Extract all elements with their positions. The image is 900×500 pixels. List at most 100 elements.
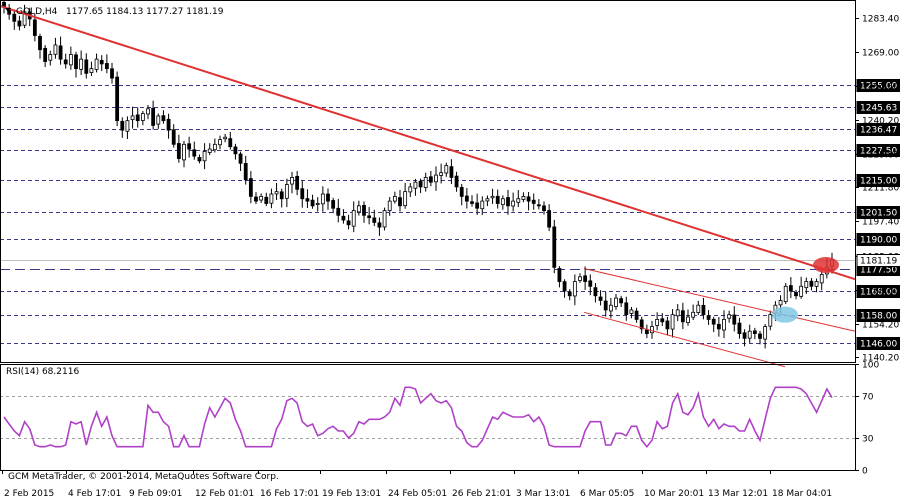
candle-body — [542, 205, 546, 211]
candle-body — [531, 199, 536, 204]
candle-body — [778, 300, 783, 306]
level-label: 1236.47 — [860, 126, 897, 136]
candle-body — [38, 36, 42, 51]
price-tick-label: 1140.20 — [862, 354, 899, 364]
time-tick-label: 6 Mar 05:05 — [580, 489, 634, 499]
price-tick-label: 1211.80 — [862, 184, 899, 194]
price-tick-label: 1240.20 — [862, 117, 899, 127]
rsi-pane — [0, 386, 855, 448]
candle-body — [418, 180, 423, 188]
price-tick-label: 1154.20 — [862, 321, 899, 331]
candle-body — [238, 153, 243, 164]
candle-body — [269, 193, 274, 204]
candle-body — [814, 281, 819, 287]
candle-body — [675, 309, 680, 317]
candle-body — [444, 165, 449, 174]
level-label-box — [856, 233, 900, 246]
rsi-line — [3, 386, 833, 448]
level-label-box — [856, 101, 900, 114]
candle-body — [115, 76, 120, 122]
candle-body — [634, 310, 639, 320]
level-label-box — [856, 144, 900, 157]
candle-body — [547, 210, 552, 228]
candle-body — [454, 175, 459, 188]
candle-body — [768, 314, 773, 327]
candle-body — [202, 151, 207, 162]
candle-body — [660, 318, 665, 323]
candle-body — [742, 332, 747, 339]
candle-body — [356, 205, 361, 213]
candle-body — [737, 322, 742, 335]
candle-body — [48, 54, 53, 61]
candle-body — [295, 175, 300, 190]
candle-body — [794, 292, 798, 297]
candle-body — [727, 314, 732, 319]
level-label-box — [856, 174, 900, 187]
candle-body — [290, 177, 294, 185]
candle-body — [79, 58, 84, 70]
candle-body — [58, 45, 63, 60]
candle-body — [351, 210, 356, 227]
candle-body — [680, 310, 685, 323]
candle-body — [763, 326, 768, 340]
rsi-tick-label: 30 — [862, 435, 874, 445]
candle-body — [94, 58, 99, 70]
candle-body — [89, 68, 94, 74]
candle-body — [567, 291, 572, 297]
level-label: 1168.00 — [860, 288, 897, 298]
candle-body — [711, 318, 716, 325]
candle-body — [449, 166, 454, 178]
candle-body — [182, 143, 186, 161]
candle-body — [459, 187, 464, 197]
level-label: 1146.00 — [860, 340, 897, 350]
candle-body — [284, 184, 289, 199]
time-tick-label: 26 Feb 21:01 — [452, 489, 511, 499]
candle-body — [752, 330, 757, 335]
candle-body — [68, 54, 73, 66]
candle-body — [274, 191, 279, 195]
watermark: GCM MetaTrader, © 2001-2014, MetaQuotes … — [8, 472, 279, 482]
candle-body — [12, 13, 17, 22]
candle-body — [809, 280, 814, 287]
candle-body — [521, 195, 526, 200]
candle-body — [218, 139, 222, 146]
symbol-dropdown-icon[interactable] — [5, 8, 11, 12]
candle-body — [552, 226, 557, 268]
candle-body — [130, 115, 135, 121]
channel-upper-line — [583, 268, 856, 332]
candle-body — [176, 143, 181, 159]
candle-body — [475, 202, 480, 209]
rsi-frame — [0, 364, 856, 471]
candle-body — [691, 311, 696, 318]
candle-body — [403, 191, 408, 207]
candle-body — [799, 285, 804, 297]
candle-body — [279, 191, 284, 200]
candle-body — [326, 193, 330, 202]
candle-body — [197, 157, 202, 162]
candle-body — [480, 200, 485, 210]
candle-body — [511, 200, 516, 207]
price-frame — [0, 0, 856, 363]
candle-body — [84, 59, 89, 74]
candle-body — [572, 281, 577, 297]
time-tick-label: 18 Mar 04:01 — [772, 489, 832, 499]
candle-body — [639, 319, 644, 330]
candle-body — [413, 181, 418, 189]
candle-body — [619, 298, 624, 304]
time-tick-label: 16 Feb 17:01 — [260, 489, 319, 499]
candle-body — [156, 115, 161, 125]
level-label: 1201.50 — [860, 209, 897, 219]
ohlc-values: 1177.65 1184.13 1177.27 1181.19 — [66, 7, 224, 17]
candle-body — [212, 143, 217, 151]
candle-body — [470, 201, 474, 204]
candle-body — [362, 204, 366, 216]
candle-body — [788, 285, 793, 292]
breakout-marker — [813, 256, 839, 273]
price-tick-label: 1225.80 — [862, 151, 899, 161]
candle-body — [320, 193, 325, 205]
candle-body — [300, 188, 305, 200]
level-label: 1190.00 — [860, 236, 897, 246]
candle-body — [516, 198, 521, 203]
candle-body — [696, 304, 701, 314]
